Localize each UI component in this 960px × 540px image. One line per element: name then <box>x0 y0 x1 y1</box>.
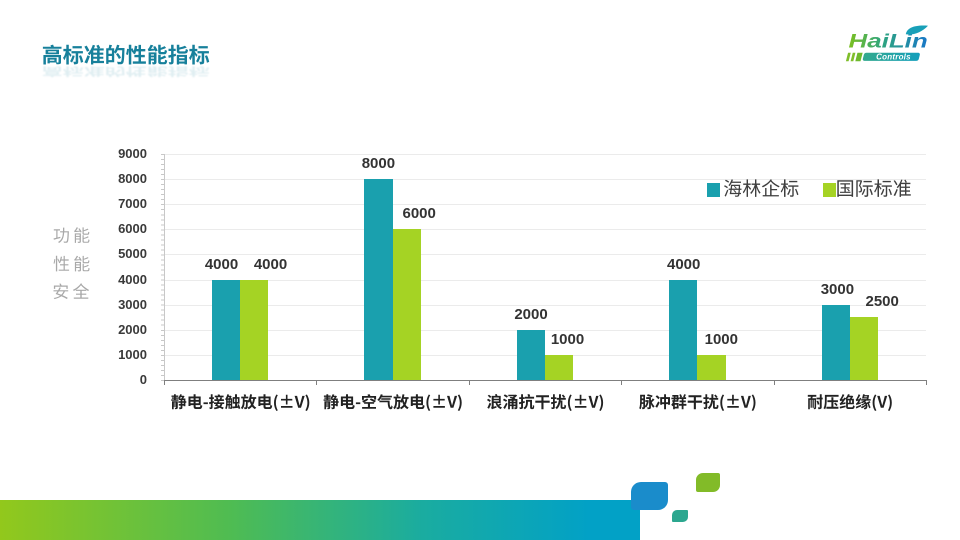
svg-text:HaiLin: HaiLin <box>849 29 928 51</box>
svg-text:Controls: Controls <box>876 53 911 62</box>
